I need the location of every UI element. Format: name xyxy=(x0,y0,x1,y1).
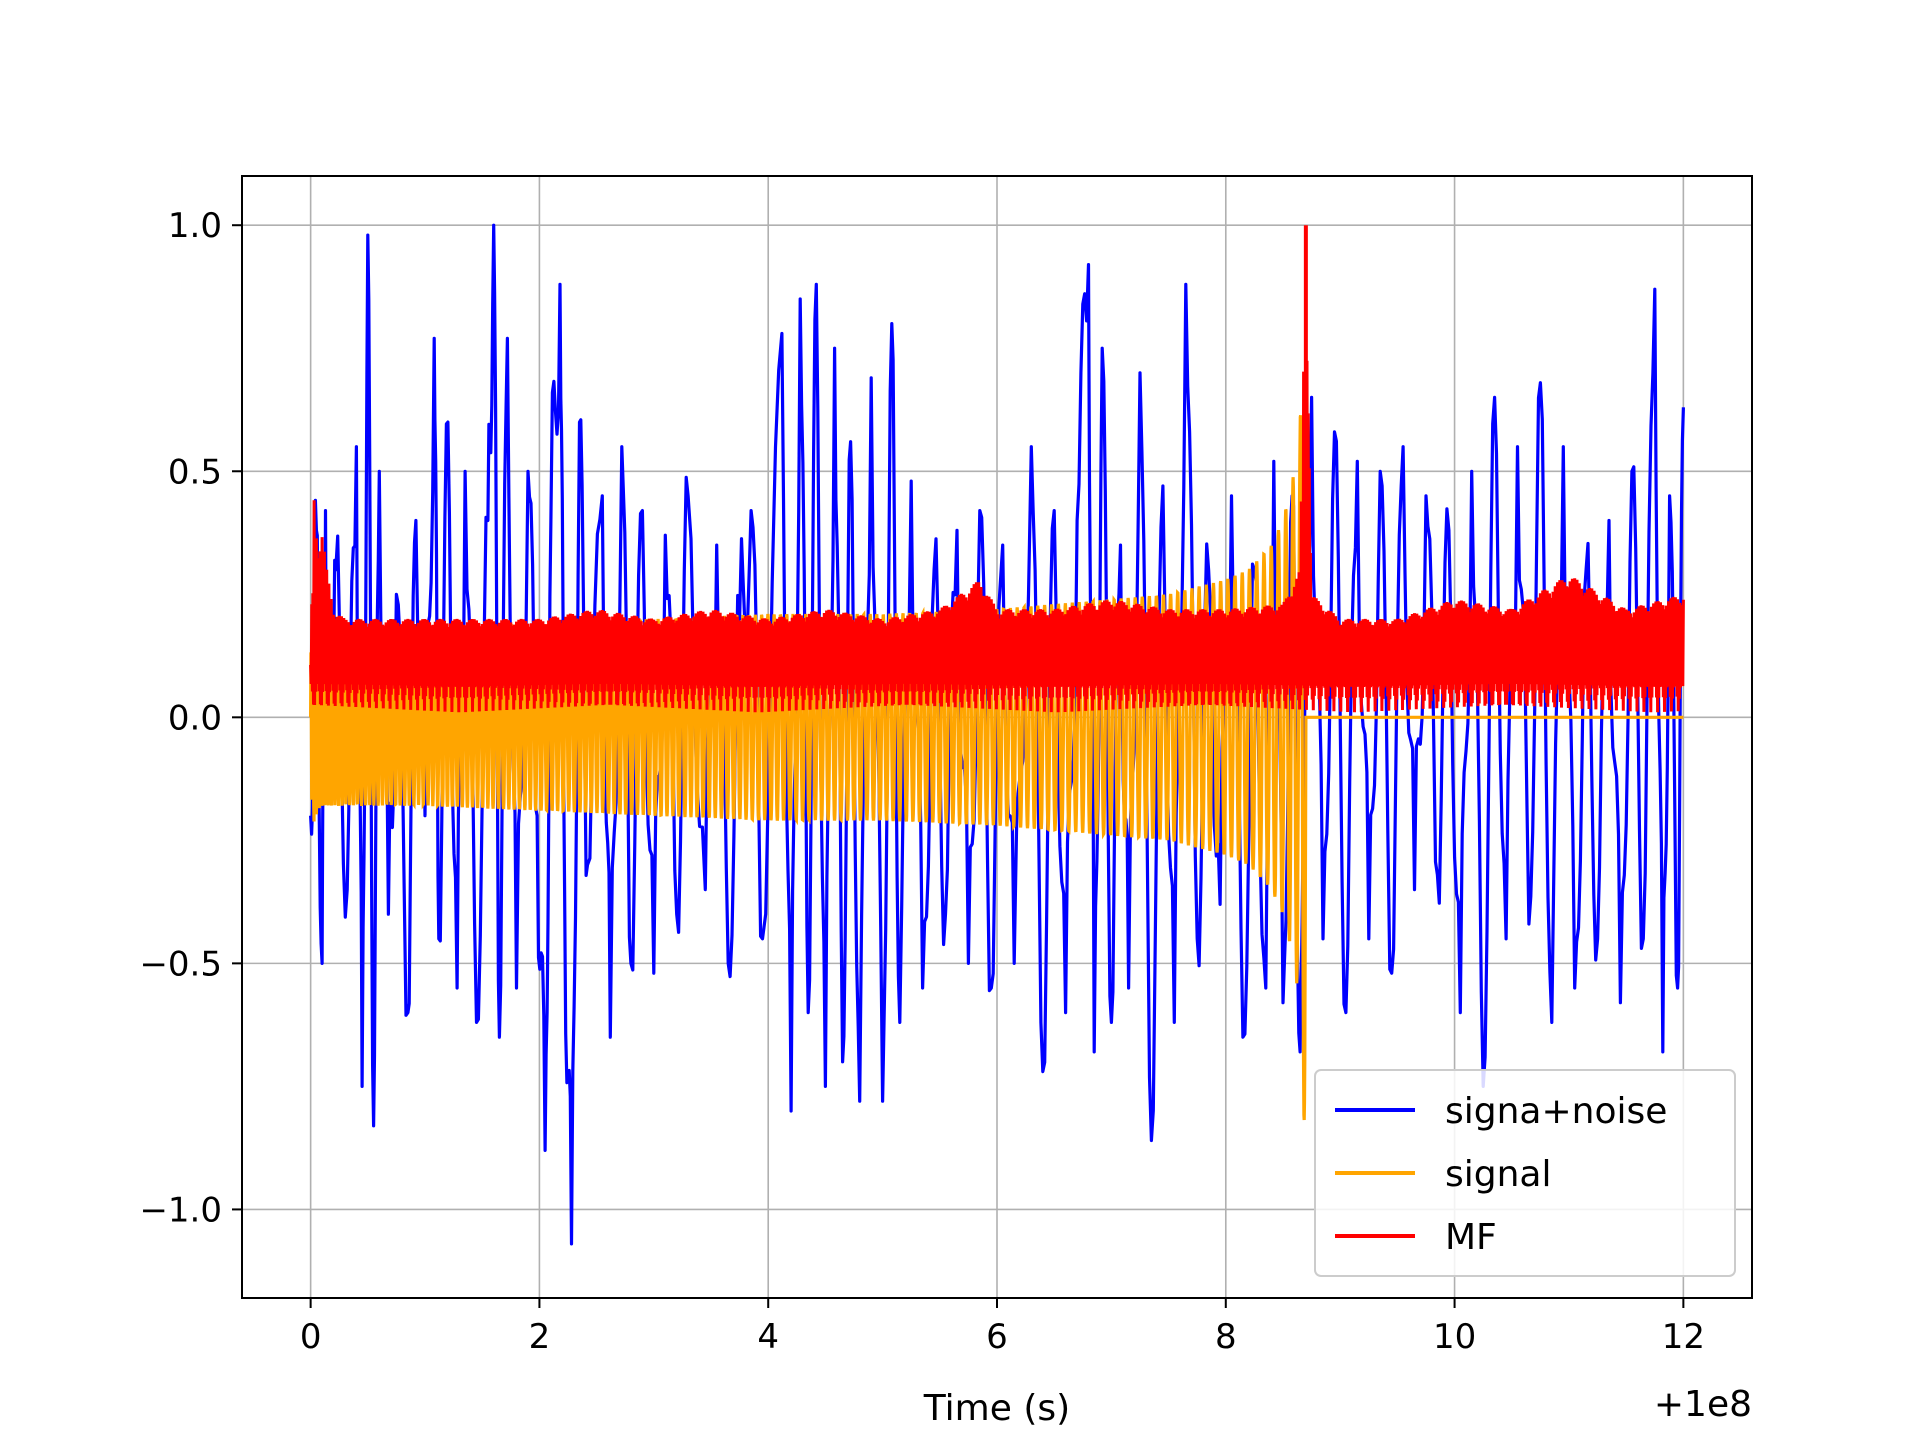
y-tick-label: 0.0 xyxy=(168,698,222,738)
x-tick-label: 0 xyxy=(300,1317,322,1357)
x-tick-label: 4 xyxy=(757,1317,779,1357)
series-signal-line xyxy=(309,415,1684,1121)
x-tick-label: 12 xyxy=(1662,1317,1705,1357)
y-axis: −1.0 −0.5 0.0 0.5 1.0 xyxy=(139,206,242,1230)
x-offset-label: +1e8 xyxy=(1654,1384,1752,1425)
series-mf-line xyxy=(309,257,1685,713)
y-tick-label: 0.5 xyxy=(168,452,222,492)
y-tick-label: −1.0 xyxy=(139,1190,222,1230)
x-tick-label: 6 xyxy=(986,1317,1008,1357)
y-tick-label: −0.5 xyxy=(139,944,222,984)
x-tick-label: 8 xyxy=(1215,1317,1237,1357)
x-axis-label: Time (s) xyxy=(923,1388,1070,1429)
x-axis: 0 2 4 6 8 10 12 xyxy=(300,1298,1705,1357)
legend-box xyxy=(1314,1069,1736,1277)
x-tick-label: 2 xyxy=(529,1317,551,1357)
series-layer xyxy=(309,223,1685,1246)
y-tick-label: 1.0 xyxy=(168,206,222,246)
legend-label: signa+noise xyxy=(1445,1091,1667,1132)
legend-label: MF xyxy=(1445,1217,1497,1258)
legend: signa+noise signal MF xyxy=(1314,1069,1736,1277)
legend-label: signal xyxy=(1445,1154,1552,1195)
x-tick-label: 10 xyxy=(1433,1317,1476,1357)
